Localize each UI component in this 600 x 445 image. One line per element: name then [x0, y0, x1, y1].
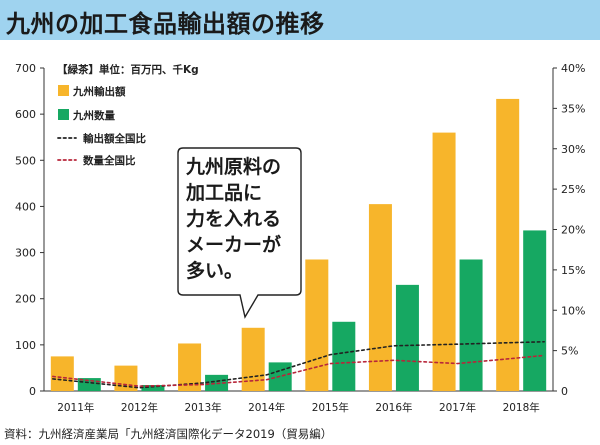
legend-label: 輸出額全国比: [83, 132, 146, 145]
bar-export-value: [432, 132, 456, 391]
y-right-tick-label: 10%: [561, 304, 585, 317]
title-bar: 九州の加工食品輸出額の推移: [0, 0, 600, 40]
callout-bubble: [177, 147, 302, 319]
legend-label: 数量全国比: [82, 154, 136, 167]
y-right-tick-label: 35%: [561, 102, 585, 115]
x-tick-label: 2018年: [503, 401, 540, 414]
bar-quantity: [77, 378, 101, 391]
bar-quantity: [395, 284, 419, 391]
line-quantity-ratio: [52, 354, 545, 387]
y-right-tick-label: 15%: [561, 264, 585, 277]
legend-swatch: [58, 85, 69, 96]
y-left-tick-label: 300: [15, 247, 36, 260]
bar-quantity: [459, 259, 483, 391]
line-export-ratio: [52, 340, 545, 389]
x-tick-label: 2012年: [121, 401, 158, 414]
bar-quantity: [523, 230, 547, 391]
y-left-tick-label: 0: [29, 385, 36, 398]
callout-text-line: 加工品に: [185, 182, 262, 204]
callout-text-line: 力を入れる: [186, 207, 281, 230]
y-left-tick-label: 700: [15, 62, 36, 75]
chart-title: 九州の加工食品輸出額の推移: [6, 10, 325, 38]
y-right-tick-label: 25%: [561, 183, 585, 196]
x-tick-label: 2016年: [375, 401, 412, 414]
y-left-tick-label: 400: [15, 200, 36, 213]
bar-export-value: [496, 98, 520, 391]
bar-quantity: [141, 385, 165, 391]
callout-text-line: メーカーが: [186, 233, 281, 256]
y-right-tick-label: 5%: [561, 345, 578, 358]
bar-export-value: [178, 343, 202, 391]
x-tick-label: 2017年: [439, 401, 476, 414]
y-left-tick-label: 600: [15, 108, 36, 121]
ratio-lines: [52, 340, 545, 389]
x-tick-label: 2013年: [184, 401, 221, 414]
legend-label: 九州輸出額: [72, 85, 126, 98]
unit-note: 【緑茶】単位：百万円、千Kg: [57, 63, 199, 76]
legend-label: 九州数量: [72, 109, 115, 122]
y-right-tick-label: 30%: [561, 143, 585, 156]
bar-quantity: [205, 374, 229, 391]
bar-export-value: [50, 356, 74, 391]
y-right-tick-label: 40%: [561, 62, 585, 75]
bars: [50, 98, 547, 391]
export-chart: 0 100 200 300 400 500 600 700 0 5% 10% 15% 20% 25% 30%…: [15, 62, 585, 414]
axes: 0 100 200 300 400 500 600 700 0 5% 10% 15% 20% 25% 30%…: [15, 62, 585, 414]
y-left-tick-label: 200: [15, 293, 36, 306]
source-note: 資料：九州経済産業局「九州経済国際化データ2019（貿易編）: [4, 427, 333, 441]
x-tick-label: 2015年: [312, 401, 349, 414]
bar-export-value: [114, 365, 138, 391]
y-right-tick-label: 0: [561, 385, 568, 398]
y-left-tick-label: 100: [15, 339, 36, 352]
bar-quantity: [332, 321, 356, 391]
x-tick-label: 2011年: [57, 401, 94, 414]
callout-text-line: 多い。: [186, 259, 243, 282]
bar-export-value: [368, 204, 392, 391]
legend-swatch: [58, 109, 69, 120]
y-left-tick-label: 500: [15, 154, 36, 167]
bar-export-value: [241, 327, 265, 391]
y-right-tick-label: 20%: [561, 224, 585, 237]
x-tick-label: 2014年: [248, 401, 285, 414]
callout-text-line: 九州原料の: [185, 155, 281, 178]
bar-export-value: [305, 259, 329, 391]
